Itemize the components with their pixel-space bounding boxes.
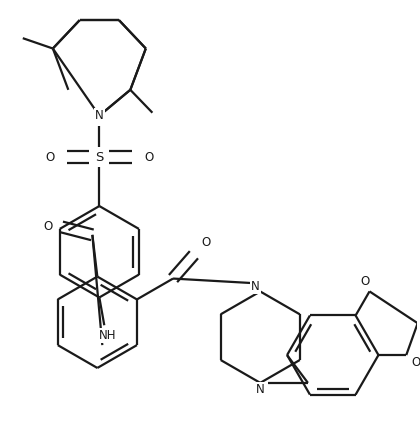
Text: O: O: [144, 151, 154, 164]
Text: N: N: [256, 383, 265, 396]
Text: O: O: [45, 151, 54, 164]
Text: S: S: [95, 151, 103, 164]
Text: O: O: [43, 220, 52, 233]
Text: O: O: [201, 236, 210, 249]
Text: N: N: [251, 280, 260, 293]
Text: N: N: [95, 109, 104, 122]
Text: O: O: [360, 275, 369, 288]
Text: NH: NH: [99, 329, 116, 342]
Text: O: O: [412, 357, 420, 369]
